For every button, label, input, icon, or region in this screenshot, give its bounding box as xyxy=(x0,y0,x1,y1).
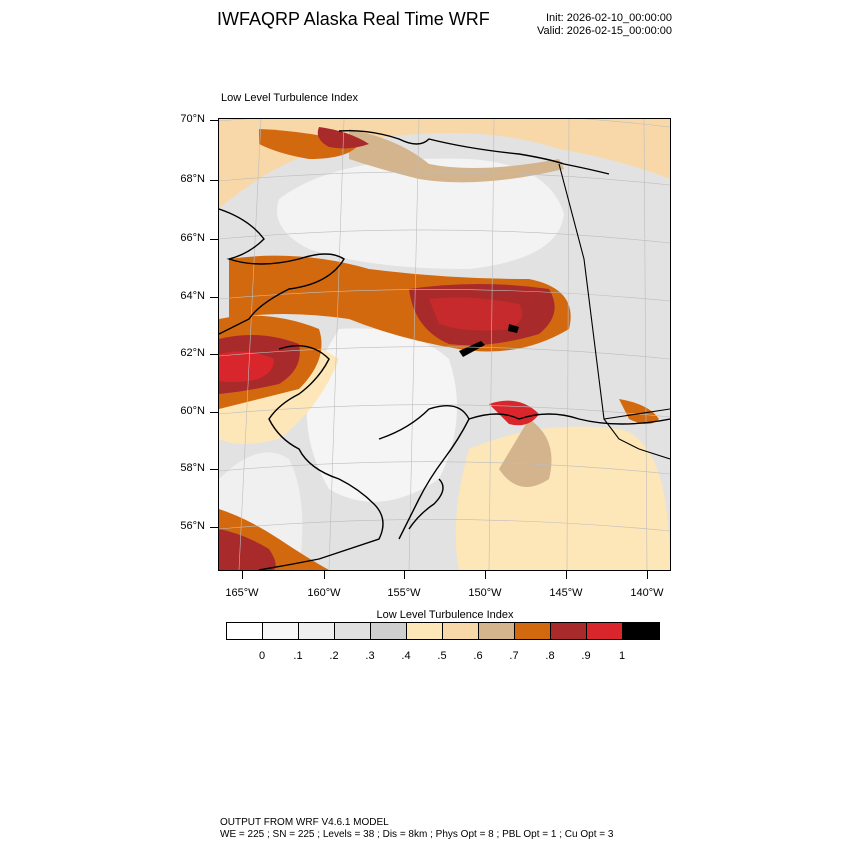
model-footer: OUTPUT FROM WRF V4.6.1 MODEL WE = 225 ; … xyxy=(220,817,613,841)
colorbar-swatch xyxy=(479,623,515,639)
lat-tick xyxy=(210,354,218,355)
colorbar-label: .4 xyxy=(401,650,411,662)
colorbar-label: .2 xyxy=(329,650,339,662)
init-time: Init: 2026-02-10_00:00:00 xyxy=(546,12,672,24)
field-low-north xyxy=(277,158,564,269)
lat-tick xyxy=(210,120,218,121)
colorbar-swatch xyxy=(299,623,335,639)
lon-label: 140°W xyxy=(630,587,664,599)
band-arctic-tan xyxy=(349,129,564,183)
colorbar-label: .5 xyxy=(437,650,447,662)
colorbar-swatch xyxy=(587,623,623,639)
lon-tick xyxy=(324,571,325,579)
lon-tick xyxy=(404,571,405,579)
lat-label: 56°N xyxy=(180,520,205,532)
colorbar-swatch xyxy=(335,623,371,639)
band-interior-black xyxy=(459,341,485,357)
lat-label: 64°N xyxy=(180,290,205,302)
lon-label: 155°W xyxy=(387,587,421,599)
border-lines xyxy=(558,163,670,460)
lat-tick xyxy=(210,469,218,470)
colorbar-label: .1 xyxy=(293,650,303,662)
band-interior-core xyxy=(429,297,523,331)
lon-tick xyxy=(566,571,567,579)
colorbar-label: .3 xyxy=(365,650,375,662)
colorbar-label: .6 xyxy=(473,650,483,662)
colorbar-swatch xyxy=(551,623,587,639)
lon-label: 145°W xyxy=(549,587,583,599)
lat-tick xyxy=(210,239,218,240)
field-low-central xyxy=(306,328,457,502)
band-sw-red xyxy=(219,529,276,570)
lat-label: 68°N xyxy=(180,173,205,185)
lon-label: 160°W xyxy=(307,587,341,599)
lat-label: 62°N xyxy=(180,347,205,359)
lat-tick xyxy=(210,412,218,413)
band-west-core xyxy=(219,351,274,382)
colorbar-title: Low Level Turbulence Index xyxy=(376,609,514,621)
map-subtitle: Low Level Turbulence Index xyxy=(221,92,358,104)
map-field xyxy=(219,119,670,570)
turbulence-map xyxy=(218,118,671,571)
lat-tick xyxy=(210,527,218,528)
colorbar-swatch xyxy=(371,623,407,639)
lon-tick xyxy=(242,571,243,579)
colorbar-swatch xyxy=(407,623,443,639)
lat-label: 70°N xyxy=(180,113,205,125)
band-interior-black-2 xyxy=(508,324,519,333)
colorbar-label: .7 xyxy=(509,650,519,662)
field-tan-gulf xyxy=(499,419,552,487)
lon-tick xyxy=(647,571,648,579)
colorbar-swatch xyxy=(443,623,479,639)
valid-time: Valid: 2026-02-15_00:00:00 xyxy=(537,25,672,37)
colorbar-label: 1 xyxy=(618,650,626,662)
colorbar-label: 0 xyxy=(258,650,266,662)
colorbar-swatch xyxy=(515,623,551,639)
time-info: Init: 2026-02-10_00:00:00 Valid: 2026-02… xyxy=(537,12,672,38)
footer-line: WE = 225 ; SN = 225 ; Levels = 38 ; Dis … xyxy=(220,829,614,840)
band-se-orange xyxy=(619,399,659,424)
lon-tick xyxy=(485,571,486,579)
lon-label: 165°W xyxy=(225,587,259,599)
band-arctic-orange xyxy=(259,129,359,159)
lat-tick xyxy=(210,180,218,181)
lon-label: 150°W xyxy=(468,587,502,599)
colorbar-swatch xyxy=(263,623,299,639)
coastline xyxy=(219,129,670,570)
lat-tick xyxy=(210,297,218,298)
colorbar-label: .8 xyxy=(545,650,555,662)
colorbar-label: .9 xyxy=(581,650,591,662)
colorbar-swatch xyxy=(227,623,263,639)
colorbar xyxy=(226,622,660,640)
lat-label: 60°N xyxy=(180,405,205,417)
colorbar-swatch xyxy=(623,623,659,639)
page-title: IWFAQRP Alaska Real Time WRF xyxy=(217,9,490,29)
lat-label: 58°N xyxy=(180,462,205,474)
lat-label: 66°N xyxy=(180,232,205,244)
footer-line: OUTPUT FROM WRF V4.6.1 MODEL xyxy=(220,817,389,828)
